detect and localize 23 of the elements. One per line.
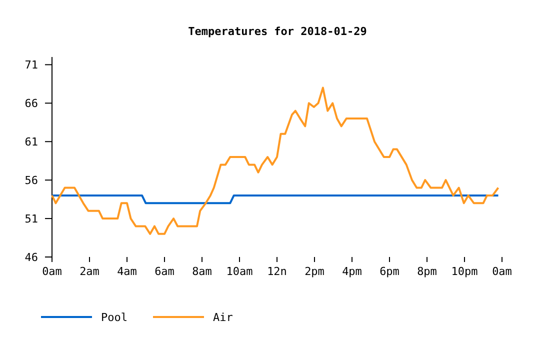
x-tick-label: 6am [154,265,175,278]
y-tick-label: 56 [24,174,38,188]
y-tick-label: 46 [24,251,38,264]
y-tick-label: 71 [24,58,38,72]
chart-title: Temperatures for 2018-01-29 [188,25,367,38]
x-tick-label: 6pm [380,265,400,278]
x-tick-label: 10am [226,265,254,278]
x-tick-label: 0am [42,265,62,278]
x-tick-label: 12n [267,265,287,278]
x-tick-label: 2pm [304,265,325,278]
x-tick-label: 10pm [451,265,478,278]
x-tick-label: 4pm [342,265,362,278]
x-tick-label: 8pm [417,265,438,278]
line-series [51,86,500,235]
x-tick-label: 4am [117,265,138,278]
y-tick-label: 61 [24,136,38,149]
x-tick-label: 8am [192,265,212,278]
x-tick-label: 0am [492,265,512,278]
y-tick-label: 66 [24,97,38,110]
y-tick-label: 51 [24,212,38,226]
x-tick-label: 2am [80,265,100,278]
legend-label: Pool [101,311,128,324]
legend-label: Air [213,311,234,324]
